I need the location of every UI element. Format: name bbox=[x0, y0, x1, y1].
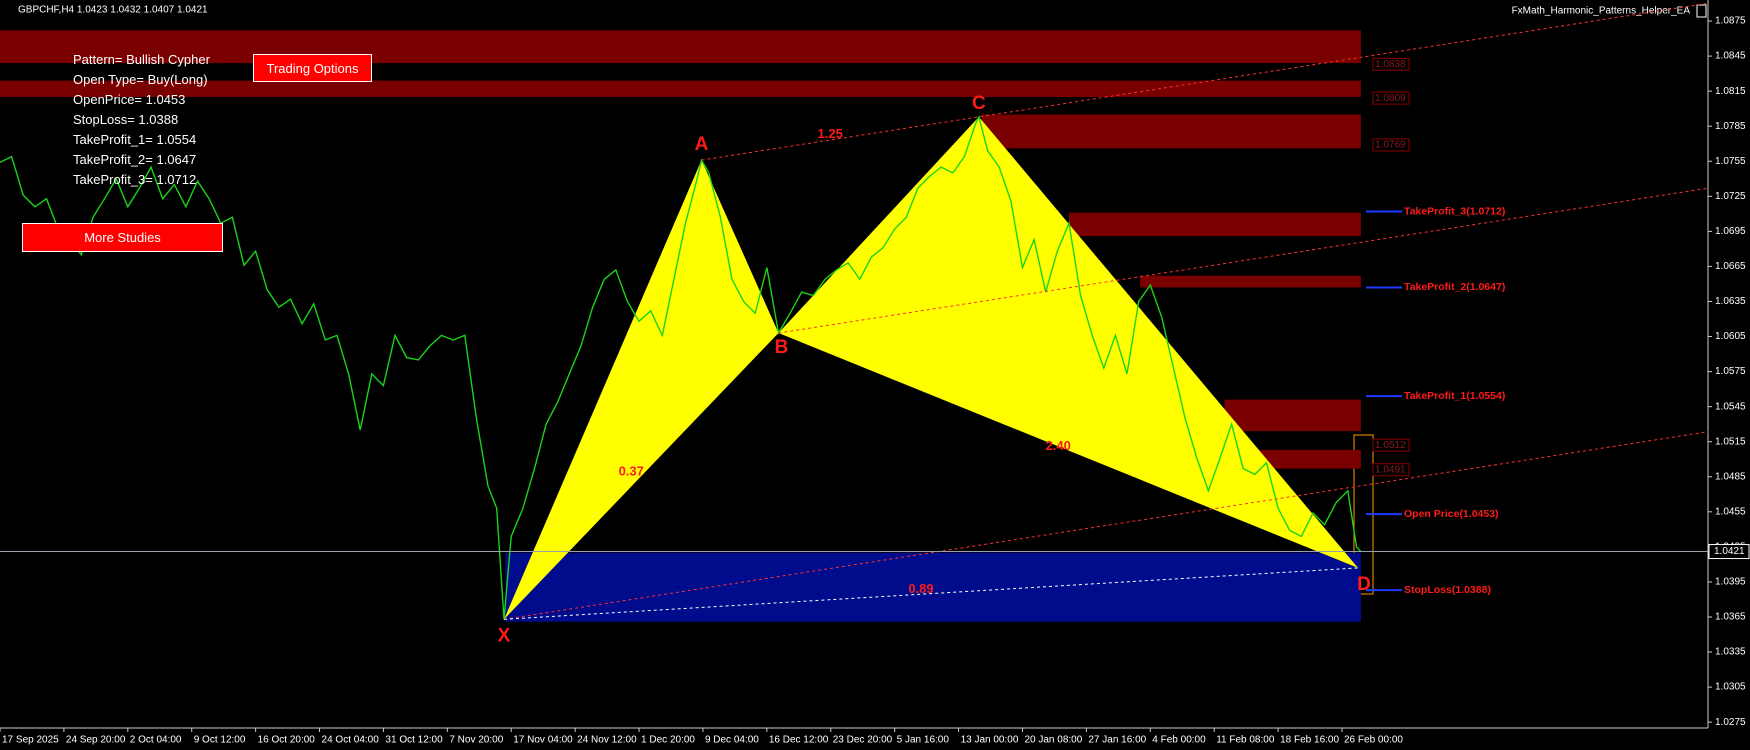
y-tick-label: 1.0665 bbox=[1715, 261, 1746, 272]
zone bbox=[1224, 399, 1361, 432]
channel-line bbox=[503, 431, 1709, 620]
pattern-triangle bbox=[503, 160, 779, 620]
level-label: TakeProfit_3(1.0712) bbox=[1404, 205, 1505, 217]
zone-label: 1.0809 bbox=[1375, 93, 1406, 104]
zone bbox=[981, 114, 1361, 149]
pattern-point-label: A bbox=[695, 134, 709, 155]
y-tick-label: 1.0605 bbox=[1715, 331, 1746, 342]
x-tick-label: 9 Oct 12:00 bbox=[194, 735, 246, 746]
pattern-point-label: D bbox=[1357, 574, 1371, 595]
plot: 0.37 1.25 2.40 0.89 X A B C D 1.0838 1.0809 1.0769 1… bbox=[0, 2, 1709, 646]
ea-name: FxMath_Harmonic_Patterns_Helper_EA bbox=[1512, 6, 1691, 17]
y-tick-label: 1.0785 bbox=[1715, 121, 1746, 132]
y-tick-label: 1.0815 bbox=[1715, 86, 1746, 97]
info-line: StopLoss= 1.0388 bbox=[73, 112, 179, 127]
y-tick-label: 1.0305 bbox=[1715, 682, 1746, 693]
zone bbox=[1068, 212, 1361, 237]
pattern-triangle bbox=[778, 116, 1358, 568]
x-tick-label: 4 Feb 00:00 bbox=[1152, 735, 1206, 746]
x-tick-label: 24 Sep 20:00 bbox=[66, 735, 126, 746]
y-tick-label: 1.0485 bbox=[1715, 471, 1746, 482]
y-tick-label: 1.0515 bbox=[1715, 436, 1746, 447]
x-tick-label: 27 Jan 16:00 bbox=[1088, 735, 1146, 746]
more-studies-button[interactable]: More Studies bbox=[22, 223, 223, 252]
price-line bbox=[0, 114, 1362, 620]
x-tick-label: 26 Feb 00:00 bbox=[1344, 735, 1403, 746]
y-tick-label: 1.0755 bbox=[1715, 156, 1746, 167]
ratio-label: 0.37 bbox=[619, 464, 644, 479]
y-tick-label: 1.0275 bbox=[1715, 717, 1746, 728]
info-line: TakeProfit_2= 1.0647 bbox=[73, 152, 197, 167]
x-tick-label: 2 Oct 04:00 bbox=[130, 735, 182, 746]
x-tick-label: 20 Jan 08:00 bbox=[1024, 735, 1082, 746]
info-line: OpenPrice= 1.0453 bbox=[73, 92, 186, 107]
x-tick-label: 18 Feb 16:00 bbox=[1280, 735, 1339, 746]
zone-label-box bbox=[1372, 463, 1410, 477]
x-tick-label: 16 Oct 20:00 bbox=[258, 735, 316, 746]
y-tick-label: 1.0575 bbox=[1715, 366, 1746, 377]
ea-icon bbox=[1696, 4, 1707, 18]
y-tick-label: 1.0875 bbox=[1715, 16, 1746, 27]
chart-title: GBPCHF,H4 1.0423 1.0432 1.0407 1.0421 bbox=[18, 5, 208, 16]
zone-label: 1.0838 bbox=[1375, 59, 1406, 70]
x-tick-label: 16 Dec 12:00 bbox=[769, 735, 829, 746]
y-tick-label: 1.0725 bbox=[1715, 191, 1746, 202]
trading-options-button[interactable]: Trading Options bbox=[253, 54, 372, 82]
x-tick-label: 24 Oct 04:00 bbox=[322, 735, 380, 746]
info-line: Open Type= Buy(Long) bbox=[73, 72, 208, 87]
channel-line bbox=[778, 187, 1709, 334]
level-label: StopLoss(1.0388) bbox=[1404, 584, 1491, 596]
x-tick-label: 9 Dec 04:00 bbox=[705, 735, 759, 746]
y-tick-label: 1.0545 bbox=[1715, 401, 1746, 412]
x-tick-label: 17 Sep 2025 bbox=[2, 735, 59, 746]
level-label: TakeProfit_2(1.0647) bbox=[1404, 281, 1505, 293]
y-tick-label: 1.0845 bbox=[1715, 51, 1746, 62]
zone-label: 1.0512 bbox=[1375, 440, 1406, 451]
zone-label-box bbox=[1372, 438, 1410, 452]
info-line: TakeProfit_1= 1.0554 bbox=[73, 132, 197, 147]
x-tick-label: 13 Jan 00:00 bbox=[961, 735, 1019, 746]
x-tick-label: 1 Dec 20:00 bbox=[641, 735, 695, 746]
zone bbox=[0, 80, 1361, 97]
zone-label-box bbox=[1372, 138, 1410, 152]
ratio-label: 0.89 bbox=[908, 581, 933, 596]
level-label: TakeProfit_1(1.0554) bbox=[1404, 390, 1505, 402]
channel-line bbox=[701, 2, 1709, 161]
level-label: Open Price(1.0453) bbox=[1404, 508, 1499, 520]
x-tick-label: 31 Oct 12:00 bbox=[385, 735, 443, 746]
x-tick-label: 11 Feb 08:00 bbox=[1216, 735, 1275, 746]
y-tick-label: 1.0635 bbox=[1715, 296, 1746, 307]
current-price-label: 1.0421 bbox=[1714, 546, 1745, 557]
x-tick-label: 7 Nov 20:00 bbox=[449, 735, 503, 746]
y-tick-label: 1.0335 bbox=[1715, 647, 1746, 658]
zone-label: 1.0769 bbox=[1375, 140, 1406, 151]
pattern-point-label: X bbox=[498, 625, 511, 646]
current-price-box bbox=[1708, 544, 1750, 560]
ratio-label: 1.25 bbox=[818, 126, 843, 141]
y-tick-label: 1.0695 bbox=[1715, 226, 1746, 237]
x-tick-label: 24 Nov 12:00 bbox=[577, 735, 637, 746]
zone-label-box bbox=[1372, 91, 1410, 105]
x-tick-label: 17 Nov 04:00 bbox=[513, 735, 573, 746]
y-tick-label: 1.0395 bbox=[1715, 577, 1746, 588]
x-tick-label: 5 Jan 16:00 bbox=[897, 735, 950, 746]
zone bbox=[1140, 275, 1361, 288]
zone-label: 1.0491 bbox=[1375, 464, 1406, 475]
y-tick-label: 1.0365 bbox=[1715, 612, 1746, 623]
y-tick-label: 1.0455 bbox=[1715, 506, 1746, 517]
info-line: TakeProfit_3= 1.0712 bbox=[73, 172, 197, 187]
ratio-label: 2.40 bbox=[1046, 438, 1071, 453]
info-line: Pattern= Bullish Cypher bbox=[73, 52, 210, 67]
pattern-point-label: B bbox=[775, 337, 789, 358]
xd-line bbox=[503, 567, 1359, 620]
zone-label-box bbox=[1372, 57, 1410, 71]
zone bbox=[0, 30, 1361, 64]
x-tick-label: 23 Dec 20:00 bbox=[833, 735, 893, 746]
pattern-point-label: C bbox=[972, 93, 986, 114]
